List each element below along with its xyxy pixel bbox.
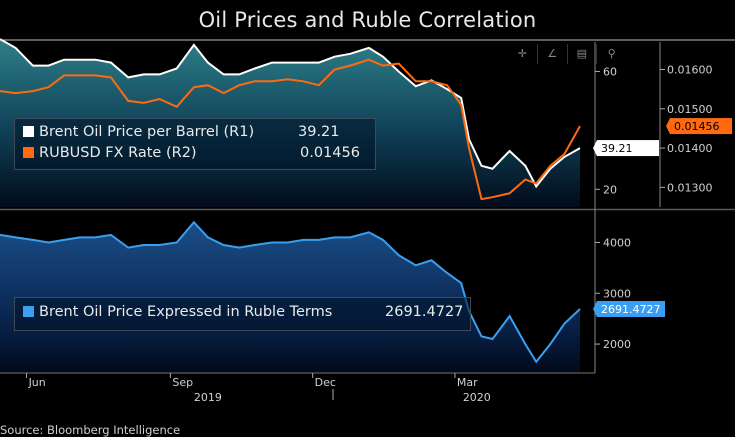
tick-label-ruble-terms: 2000 xyxy=(603,338,631,351)
tick-label-x: Dec xyxy=(315,376,336,389)
legend-label-ruble-terms: Brent Oil Price Expressed in Ruble Terms xyxy=(39,304,333,320)
series-line-brent xyxy=(0,38,581,189)
legend-label-brent: Brent Oil Price per Barrel (R1) xyxy=(39,124,255,140)
legend-label-rubusd: RUBUSD FX Rate (R2) xyxy=(39,145,197,161)
crosshair-icon[interactable]: ✛ xyxy=(517,47,527,60)
legend-swatch-rubusd xyxy=(23,147,34,158)
layout-icon[interactable]: ▤ xyxy=(566,44,597,64)
tick-label-r1: 20 xyxy=(603,183,617,196)
tick-label-r2: 0.01400 xyxy=(667,142,713,155)
tick-label-x: Sep xyxy=(172,376,193,389)
tick-label-r1: 60 xyxy=(603,65,617,78)
legend-item-brent: Brent Oil Price per Barrel (R1) xyxy=(23,124,254,140)
legend-item-rubusd: RUBUSD FX Rate (R2) xyxy=(23,145,197,161)
year-label: 2019 xyxy=(194,391,222,404)
series-line-ruble-terms xyxy=(0,220,581,364)
chart-title: Oil Prices and Ruble Correlation xyxy=(198,8,537,32)
last-value-tag-ruble-terms: 2691.4727 xyxy=(601,303,661,316)
tick-label-r2: 0.01600 xyxy=(667,64,713,77)
legend-swatch-ruble-terms xyxy=(23,306,34,317)
tick-label-ruble-terms: 3000 xyxy=(603,287,631,300)
legend-bottom: Brent Oil Price Expressed in Ruble Terms… xyxy=(14,297,471,331)
last-value-tag-brent-box xyxy=(597,140,659,157)
series-line-rubusd xyxy=(0,58,581,201)
tick-label-ruble-terms: 4000 xyxy=(603,236,631,249)
year-label: 2020 xyxy=(463,391,491,404)
last-value-tag-brent: 39.21 xyxy=(601,142,633,155)
legend-value-rubusd: 0.01456 xyxy=(300,145,360,161)
tick-label-r2: 0.01500 xyxy=(667,103,713,116)
chart-toolbar: ✛ ∠ ▤ ⚲ xyxy=(508,44,626,64)
legend-value-brent: 39.21 xyxy=(298,124,340,140)
tick-label-x: Mar xyxy=(457,376,478,389)
last-value-tag-rubusd: 0.01456 xyxy=(674,120,720,133)
legend-item-ruble-terms: Brent Oil Price Expressed in Ruble Terms xyxy=(23,304,332,320)
zoom-icon[interactable]: ⚲ xyxy=(596,44,626,64)
legend-swatch-brent xyxy=(23,126,34,137)
legend-value-ruble-terms: 2691.4727 xyxy=(385,304,464,320)
tick-label-r2: 0.01300 xyxy=(667,181,713,194)
draw-line-icon[interactable]: ∠ xyxy=(536,44,567,64)
legend-top: Brent Oil Price per Barrel (R1) 39.21 RU… xyxy=(14,118,376,170)
source-note: Source: Bloomberg Intelligence xyxy=(0,423,181,437)
tick-label-x: Jun xyxy=(28,376,46,389)
last-value-tag-rubusd-box xyxy=(670,118,732,135)
last-value-tag-ruble-terms-box xyxy=(597,300,665,317)
